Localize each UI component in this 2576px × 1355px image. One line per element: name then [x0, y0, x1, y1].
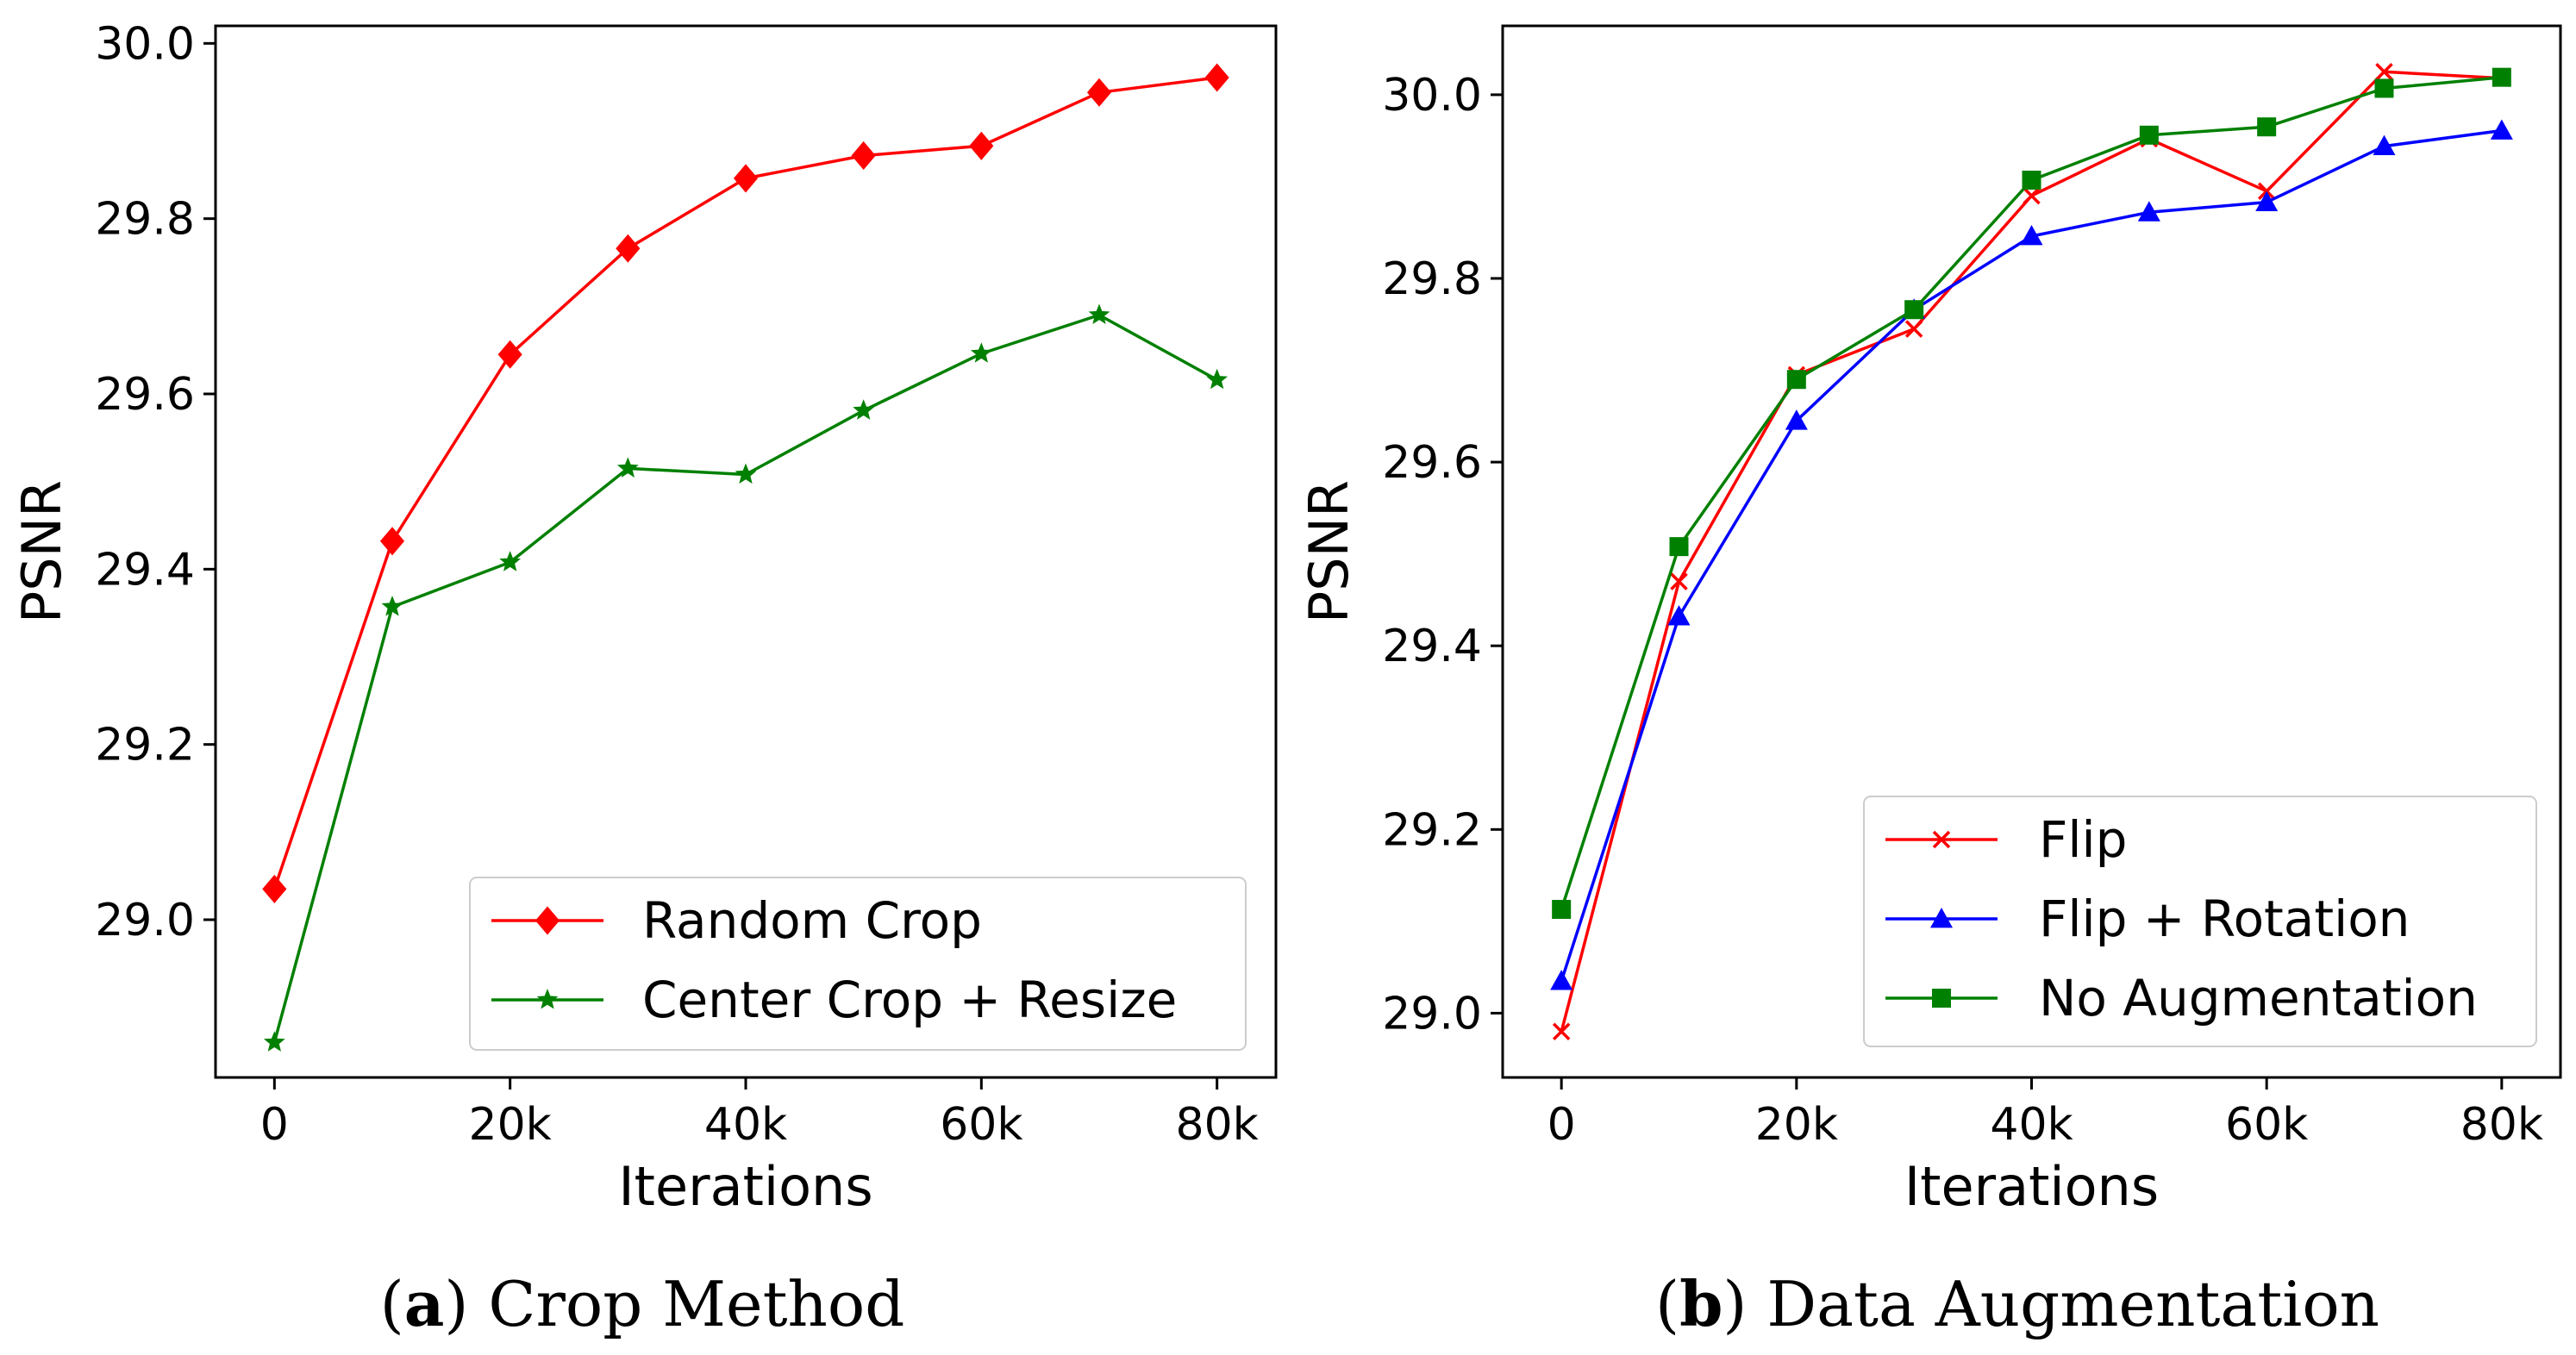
legend-box: [1863, 796, 2537, 1047]
legend-label: Random Crop: [642, 891, 982, 950]
x-tick-label: 0: [1547, 1099, 1576, 1151]
legend-label: Flip: [2039, 810, 2127, 869]
data-point: [2023, 186, 2041, 205]
data-point: [2374, 78, 2394, 98]
y-tick-label: 29.2: [1382, 804, 1482, 856]
data-point: [970, 342, 992, 363]
subfigure-caption: (a) Crop Method: [380, 1267, 905, 1340]
legend-label: No Augmentation: [2039, 969, 2478, 1027]
legend-marker: [535, 906, 560, 935]
x-tick-label: 80k: [2460, 1099, 2543, 1151]
data-point: [381, 596, 403, 616]
legend-label: Center Crop + Resize: [642, 971, 1177, 1029]
y-axis-label: PSNR: [10, 480, 73, 623]
data-point: [1786, 370, 1806, 390]
x-tick-label: 0: [260, 1099, 289, 1151]
data-point: [735, 463, 757, 484]
x-tick-label: 60k: [940, 1099, 1022, 1151]
data-point: [1904, 300, 1924, 320]
data-point: [2139, 125, 2159, 145]
series-line-1: [272, 76, 1217, 890]
data-point: [2137, 201, 2160, 222]
x-axis-label: Iterations: [1904, 1155, 2159, 1218]
legend-marker: [1932, 989, 1951, 1008]
data-point: [1670, 572, 1688, 590]
x-tick-label: 60k: [2225, 1099, 2308, 1151]
data-point: [1669, 537, 1689, 557]
data-point: [379, 527, 405, 556]
data-point: [1204, 63, 1229, 92]
x-tick-label: 20k: [1755, 1099, 1838, 1151]
data-point: [1550, 970, 1573, 990]
data-point: [969, 131, 994, 160]
data-point: [1088, 303, 1110, 325]
legend-marker: [1932, 830, 1951, 849]
x-tick-label: 20k: [469, 1099, 552, 1151]
data-point: [497, 340, 522, 369]
data-point: [1552, 900, 1572, 920]
legend-marker: [1930, 908, 1953, 928]
legend-box: [469, 877, 1247, 1051]
data-point: [1904, 320, 1923, 338]
data-point: [2492, 67, 2511, 87]
data-point: [499, 551, 522, 571]
series-line-3: [1560, 75, 2502, 910]
data-point: [853, 399, 875, 420]
y-tick-label: 29.8: [1382, 253, 1482, 305]
y-tick-label: 30.0: [1382, 70, 1482, 122]
legend-label: Flip + Rotation: [2039, 890, 2410, 948]
y-axis-label: PSNR: [1297, 480, 1360, 623]
data-point: [616, 234, 641, 263]
data-point: [1785, 409, 1808, 430]
legend-marker: [536, 988, 559, 1009]
x-tick-label: 80k: [1176, 1099, 1259, 1151]
y-tick-label: 29.2: [95, 720, 195, 771]
data-point: [1667, 605, 1691, 626]
y-tick-label: 29.6: [95, 369, 195, 421]
data-point: [2257, 117, 2277, 137]
y-tick-label: 29.8: [95, 194, 195, 246]
subfigure-caption: (b) Data Augmentation: [1655, 1267, 2379, 1340]
data-point: [263, 1031, 285, 1052]
y-tick-label: 29.6: [1382, 437, 1482, 489]
data-point: [2022, 171, 2041, 190]
legend: Flip Flip + Rotation No Augmentation: [1863, 796, 2537, 1047]
data-point: [851, 140, 876, 171]
data-point: [733, 164, 759, 193]
data-point: [1552, 1022, 1571, 1040]
y-tick-label: 29.4: [95, 544, 195, 596]
legend: Random Crop Center Crop + Resize: [469, 877, 1247, 1051]
data-point: [2255, 190, 2279, 211]
chart-panel-b: 29.0 29.2 29.4 29.6 29.8 30.0 0 20k 40k 60k 80k Ite…: [1297, 24, 2562, 1340]
data-point: [2490, 119, 2513, 140]
y-tick-label: 30.0: [95, 18, 195, 70]
x-axis-label: Iterations: [618, 1155, 872, 1218]
data-point: [1086, 78, 1112, 107]
x-tick-label: 40k: [1990, 1099, 2073, 1151]
y-tick-label: 29.4: [1382, 621, 1482, 672]
y-tick-label: 29.0: [1382, 988, 1482, 1040]
data-point: [262, 874, 287, 903]
data-point: [2020, 225, 2043, 246]
data-point: [2373, 134, 2396, 155]
chart-panel-a: 29.0 29.2 29.4 29.6 29.8 30.0 0 20k 40k 60k 80k Ite…: [10, 18, 1278, 1340]
data-point: [1206, 368, 1229, 390]
data-point: [616, 457, 639, 478]
x-tick-label: 40k: [704, 1099, 787, 1151]
data-point: [2375, 63, 2393, 81]
y-tick-label: 29.0: [95, 895, 195, 946]
